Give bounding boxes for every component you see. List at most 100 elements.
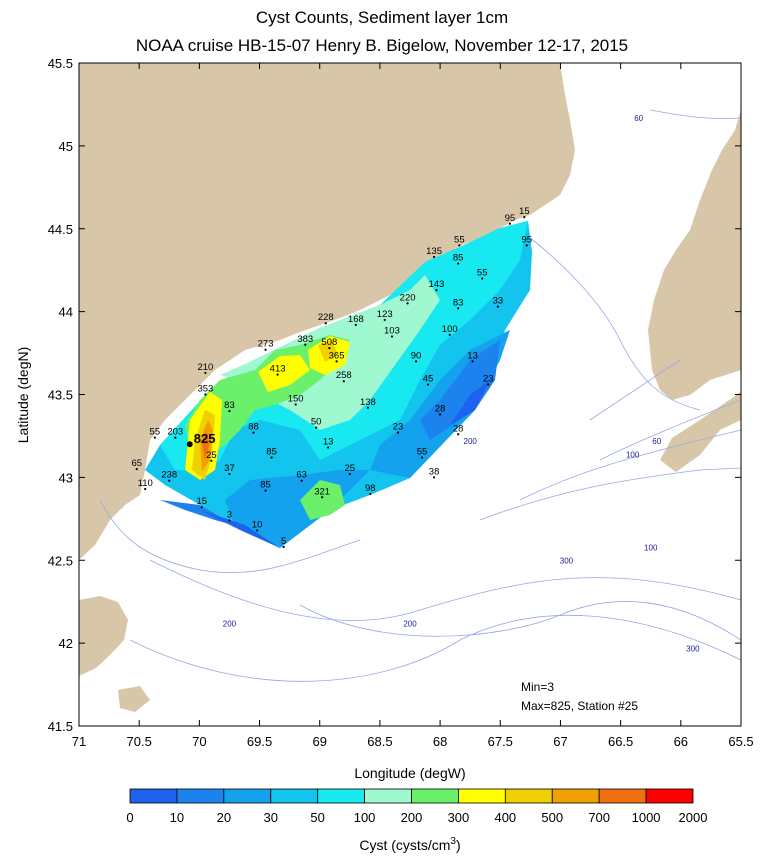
station-marker xyxy=(321,496,324,499)
station-marker xyxy=(426,383,430,386)
station-label: 45 xyxy=(423,374,434,385)
station-marker xyxy=(432,476,436,479)
station-label: 10 xyxy=(252,519,263,530)
station-marker xyxy=(342,380,345,383)
station-label: 138 xyxy=(360,397,376,408)
x-tick-label: 66.5 xyxy=(608,734,633,749)
contour-band-200-300-south xyxy=(300,480,345,520)
colorbar-tick-label: 700 xyxy=(588,810,610,825)
contour-band-200-300 xyxy=(185,335,350,455)
station-marker xyxy=(294,403,297,406)
station-label: 83 xyxy=(224,400,235,411)
station-label: 95 xyxy=(505,213,516,224)
station-marker xyxy=(135,467,138,471)
station-marker xyxy=(390,335,394,338)
station-label: 228 xyxy=(318,312,334,323)
station-label: 210 xyxy=(197,362,213,373)
max-station-label: 825 xyxy=(194,431,216,446)
station-label: 50 xyxy=(311,417,322,428)
colorbar-tick-label: 400 xyxy=(494,810,516,825)
station-label: 28 xyxy=(453,423,464,434)
contour-band-20-30 xyxy=(225,330,510,548)
station-label: 55 xyxy=(150,427,161,438)
station-marker xyxy=(457,307,460,310)
x-tick-label: 69.5 xyxy=(247,734,272,749)
y-tick-label: 43 xyxy=(59,470,73,485)
station-label: 3 xyxy=(227,509,232,520)
y-tick-label: 42 xyxy=(59,636,73,651)
colorbar-swatch xyxy=(364,788,412,804)
colorbar: 0 10 20 30 50 100 200 300 400 500 700 1000 2000 xyxy=(126,788,707,825)
isobaths xyxy=(99,109,741,682)
station-marker xyxy=(300,479,303,482)
station-marker xyxy=(396,431,400,434)
station-label: 110 xyxy=(138,478,153,489)
y-tick-label: 45 xyxy=(59,139,73,154)
isobath-depth-label: 200 xyxy=(464,437,478,446)
colorbar-swatch xyxy=(411,788,459,804)
station-label: 25 xyxy=(345,463,356,474)
station-label: 353 xyxy=(197,384,213,395)
station-marker xyxy=(523,216,526,219)
station-marker xyxy=(369,492,372,496)
isobath-depth-label: 300 xyxy=(686,644,700,653)
station-marker xyxy=(335,360,338,363)
isobath-depth-label: 60 xyxy=(634,114,643,123)
colorbar-tick-label: 20 xyxy=(217,810,231,825)
colorbar-swatch xyxy=(551,788,600,804)
land-cape-cod xyxy=(79,596,150,712)
station-marker xyxy=(200,506,203,509)
station-label: 25 xyxy=(206,450,217,461)
station-marker xyxy=(204,371,207,375)
station-label: 63 xyxy=(296,470,307,481)
x-tick-label: 71 xyxy=(72,734,86,749)
station-label: 88 xyxy=(248,422,259,433)
y-tick-label: 44 xyxy=(59,305,73,320)
station-label: 15 xyxy=(519,206,530,217)
station-label: 83 xyxy=(453,297,464,308)
isobath-depth-label: 300 xyxy=(560,557,574,566)
colorbar-swatch xyxy=(317,788,365,804)
station-marker xyxy=(264,348,267,351)
y-tick-label: 41.5 xyxy=(48,719,73,734)
station-label: 23 xyxy=(483,374,494,385)
station-marker xyxy=(438,413,442,416)
station-label: 258 xyxy=(336,370,352,381)
station-marker xyxy=(420,456,424,459)
colorbar-swatch xyxy=(458,788,506,804)
contour-band-700-1000 xyxy=(202,430,209,460)
station-label: 38 xyxy=(429,466,440,477)
colorbar-tick-label: 1000 xyxy=(632,810,661,825)
station-marker xyxy=(204,393,207,396)
station-label: 65 xyxy=(131,458,142,469)
station-marker xyxy=(525,244,528,247)
station-label: 37 xyxy=(224,463,235,474)
colorbar-tick-label: 0 xyxy=(126,810,133,825)
x-axis-label: Longitude (degW) xyxy=(354,765,465,781)
station-label: 85 xyxy=(453,253,464,264)
colorbar-swatch xyxy=(504,788,553,804)
station-label: 55 xyxy=(417,446,428,457)
station-marker xyxy=(366,406,369,409)
station-label: 33 xyxy=(493,296,504,307)
y-axis-label: Latitude (degN) xyxy=(15,347,31,444)
x-tick-label: 66 xyxy=(674,734,688,749)
colorbar-label: Cyst (cysts/cm3) xyxy=(359,836,460,853)
station-marker xyxy=(210,459,213,462)
station-label: 98 xyxy=(365,483,376,494)
max-annotation: Max=825, Station #25 xyxy=(521,699,638,713)
station-marker xyxy=(406,302,409,305)
y-tick-label: 45.5 xyxy=(48,56,73,71)
station-marker xyxy=(328,346,331,350)
colorbar-tick-label: 50 xyxy=(310,810,324,825)
station-label: 28 xyxy=(435,403,446,414)
colorbar-swatch xyxy=(129,788,178,804)
station-marker xyxy=(471,360,474,363)
station-marker xyxy=(276,373,279,376)
x-tick-label: 70 xyxy=(192,734,206,749)
station-label: 13 xyxy=(323,437,334,448)
station-label: 123 xyxy=(377,309,393,320)
isobath-depth-label: 100 xyxy=(626,450,640,459)
